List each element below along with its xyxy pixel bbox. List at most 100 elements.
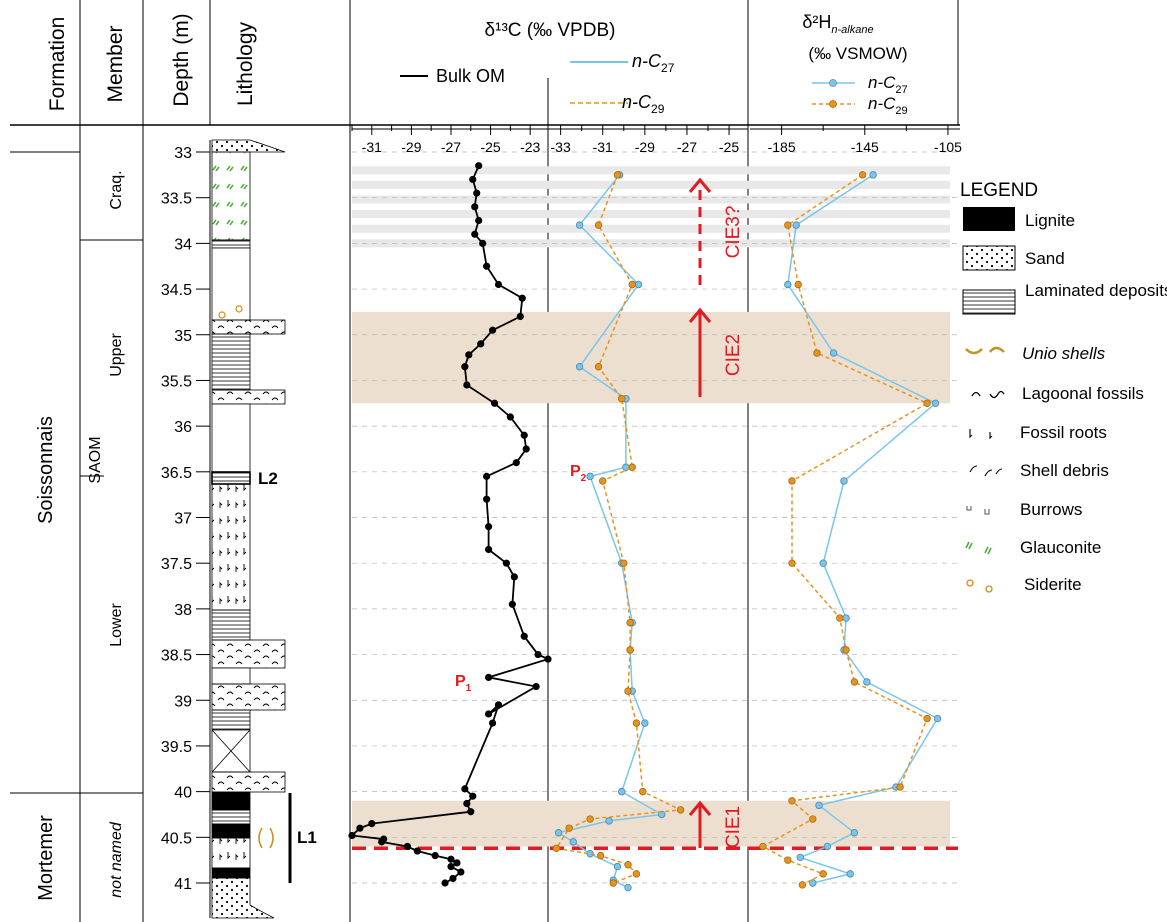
data-point-bulk-Bulk OM xyxy=(502,559,511,567)
data-point-bulk-Bulk OM xyxy=(473,189,481,197)
c29-legend-label-d13c: n-C29 xyxy=(622,92,665,116)
p1-label-sub: 1 xyxy=(466,683,472,694)
lagoonal-fossil-icon xyxy=(971,390,1005,399)
x-tick-label-bulk: -25 xyxy=(480,139,500,155)
siderite-icon xyxy=(966,579,974,587)
data-point-dc_nalkane-n-C29 xyxy=(624,687,632,695)
data-point-dh-n-C29 xyxy=(809,815,817,823)
data-point-bulk-Bulk OM xyxy=(469,792,477,800)
data-point-dh-n-C29 xyxy=(858,171,867,179)
siderite-icon-2 xyxy=(985,585,993,593)
burrow-icon xyxy=(966,506,990,515)
c29-legend-label-d13c-sub: 29 xyxy=(651,102,665,116)
data-point-dh-n-C27 xyxy=(846,870,854,878)
x-tick-label-dh: -105 xyxy=(934,139,962,155)
legend-label-laminated: Laminated deposits xyxy=(1025,281,1167,300)
data-point-bulk-Bulk OM xyxy=(479,239,487,247)
data-point-dc_nalkane-n-C27 xyxy=(586,472,594,481)
data-point-bulk-Bulk OM xyxy=(485,523,493,531)
depth-tick-label: 38.5 xyxy=(161,648,192,665)
data-point-bulk-Bulk OM xyxy=(356,824,364,832)
data-point-dh-n-C29 xyxy=(788,477,796,485)
legend-label-glauconite: Glauconite xyxy=(1020,538,1101,557)
data-point-bulk-Bulk OM xyxy=(441,879,449,887)
data-point-bulk-Bulk OM xyxy=(463,799,471,808)
depth-gridlines xyxy=(352,151,958,884)
data-point-dh-n-C29 xyxy=(819,870,827,878)
cie2-arrowhead xyxy=(688,307,712,323)
x-tick-label-dc_nalkane: -25 xyxy=(719,139,739,155)
grey-band-stripe xyxy=(352,210,950,219)
table-frame xyxy=(10,0,960,922)
data-point-dc_nalkane-n-C27 xyxy=(641,719,649,727)
data-point-bulk-Bulk OM xyxy=(510,573,518,581)
data-point-dc_nalkane-n-C29 xyxy=(613,171,622,179)
data-point-bulk-Bulk OM xyxy=(532,682,540,691)
depth-tick-label: 38 xyxy=(174,602,192,619)
c27-legend-label-d2h-sub: 27 xyxy=(895,84,907,96)
legend-label-shell-debris: Shell debris xyxy=(1020,461,1109,480)
data-point-bulk-Bulk OM xyxy=(475,216,483,225)
lithology-header: Lithology xyxy=(234,21,257,106)
c27-legend-label-d13c-sub: 27 xyxy=(661,61,675,75)
depth-tick-label: 34 xyxy=(174,236,192,253)
cie3-label: CIE3? xyxy=(723,206,744,259)
data-point-dh-n-C29 xyxy=(842,646,850,654)
c27-legend-marker-d2h xyxy=(829,79,837,87)
data-point-dh-n-C27 xyxy=(796,853,805,862)
data-point-dh-n-C27 xyxy=(829,349,838,357)
data-point-bulk-Bulk OM xyxy=(403,842,412,851)
data-point-dh-n-C29 xyxy=(798,881,807,889)
x-tick-label-bulk: -29 xyxy=(401,139,421,155)
data-point-dc_nalkane-n-C27 xyxy=(554,829,563,837)
isotope-x-axes: -31 -29 -27 -25 -23 -33 -31 -29 -27 -25 -185 -145 -1… xyxy=(351,125,962,155)
series-line-dh-n-C27 xyxy=(787,174,939,884)
p2-label-sub: 2 xyxy=(581,473,587,484)
data-point-bulk-Bulk OM xyxy=(447,855,455,863)
grey-band-stripe xyxy=(352,195,950,204)
series-line-bulk-Bulk OM xyxy=(349,165,551,884)
data-point-dh-n-C27 xyxy=(784,280,792,289)
data-point-bulk-Bulk OM xyxy=(485,673,493,682)
data-point-dh-n-C29 xyxy=(896,783,904,791)
data-point-bulk-Bulk OM xyxy=(483,495,491,503)
legend-swatch-lignite xyxy=(963,207,1015,231)
data-point-bulk-Bulk OM xyxy=(522,445,530,453)
data-point-dc_nalkane-n-C29 xyxy=(596,851,605,860)
data-point-dh-n-C29 xyxy=(836,614,844,622)
x-tick-label-dc_nalkane: -31 xyxy=(593,139,613,155)
data-point-dh-n-C27 xyxy=(815,801,823,810)
member-header: Member xyxy=(104,25,127,102)
data-point-dc_nalkane-n-C29 xyxy=(626,618,634,627)
data-point-bulk-Bulk OM xyxy=(544,655,552,663)
data-point-dc_nalkane-n-C29 xyxy=(599,477,607,485)
data-point-dc_nalkane-n-C27 xyxy=(634,280,643,289)
lignite-l2-label: L2 xyxy=(258,469,278,488)
data-point-bulk-Bulk OM xyxy=(506,413,514,421)
cie1-label: CIE1 xyxy=(723,806,744,848)
data-point-dh-n-C27 xyxy=(869,171,877,179)
series-line-dh-n-C29 xyxy=(761,174,929,886)
legend-label-sand: Sand xyxy=(1025,249,1065,268)
grey-band-stripe xyxy=(352,180,950,189)
cie2-label: CIE2 xyxy=(723,334,744,376)
x-tick-label-bulk: -27 xyxy=(441,139,461,155)
data-point-dh-n-C29 xyxy=(788,797,796,805)
data-point-bulk-Bulk OM xyxy=(490,399,499,407)
lithology-legend: LEGEND Lignite Sand Laminated deposits U… xyxy=(960,180,1167,594)
legend-label-unio: Unio shells xyxy=(1022,344,1106,363)
data-point-bulk-Bulk OM xyxy=(368,820,376,828)
member-not-named: not named xyxy=(108,821,125,898)
lithology-column xyxy=(211,139,286,919)
legend-swatch-sand xyxy=(962,245,1016,271)
depth-tick-label: 41 xyxy=(174,876,192,893)
data-point-dc_nalkane-n-C29 xyxy=(552,844,561,852)
data-point-bulk-Bulk OM xyxy=(461,785,469,793)
data-point-dh-n-C27 xyxy=(823,842,832,851)
data-point-dc_nalkane-n-C27 xyxy=(624,883,632,892)
data-point-bulk-Bulk OM xyxy=(494,280,503,289)
p2-label: P2 xyxy=(570,463,587,484)
formation-soissonnais: Soissonnais xyxy=(35,416,57,524)
data-point-bulk-Bulk OM xyxy=(508,600,516,608)
